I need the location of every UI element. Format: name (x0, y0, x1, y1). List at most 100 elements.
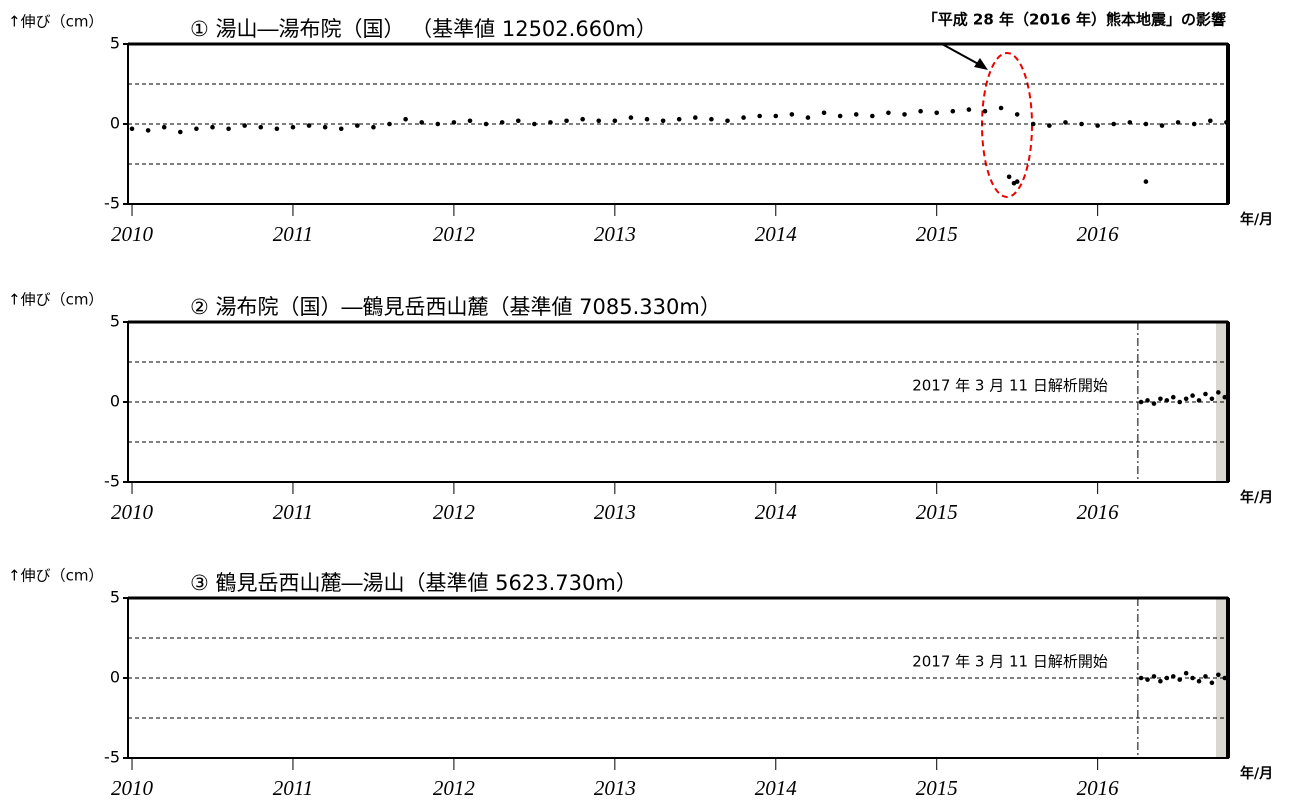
data-point (709, 116, 714, 122)
data-point (1143, 179, 1149, 184)
x-tick-label: 2011 (273, 776, 313, 800)
data-point (548, 120, 553, 125)
x-tick-label: 2010 (111, 776, 154, 800)
data-point (773, 113, 779, 119)
data-point (998, 105, 1004, 111)
data-point (934, 110, 940, 116)
data-point (403, 116, 408, 122)
data-point (435, 121, 441, 127)
data-point (1164, 675, 1170, 681)
x-tick-label: 2016 (1077, 776, 1120, 800)
data-point (1014, 179, 1020, 184)
x-unit-label: 年/月 (1240, 765, 1273, 782)
data-point (1111, 121, 1117, 127)
data-point (1216, 672, 1221, 678)
x-unit-label: 年/月 (1240, 489, 1273, 506)
data-point (306, 123, 312, 128)
data-point (1079, 121, 1084, 127)
chart-title: ② 湯布院（国）―鶴見岳西山麓（基準値 7085.330m） (190, 295, 721, 319)
data-point (660, 118, 666, 124)
x-tick-label: 2014 (755, 500, 798, 524)
data-point (950, 108, 956, 114)
data-point (1190, 393, 1195, 398)
data-point (676, 116, 682, 122)
data-point (467, 118, 473, 124)
data-point (483, 121, 489, 127)
y-tick-label: 5 (110, 34, 120, 53)
data-point (1095, 123, 1100, 128)
y-tick-label: 0 (110, 392, 120, 411)
y-axis-label: ↑伸び（cm） (8, 567, 103, 585)
data-point (853, 112, 859, 117)
data-point (564, 118, 569, 124)
chart-title: ③ 鶴見岳西山麓―湯山（基準値 5623.730m） (190, 571, 637, 595)
data-point (1183, 396, 1189, 402)
data-point (1222, 394, 1228, 400)
data-point (1151, 401, 1157, 406)
data-point (1196, 398, 1202, 403)
x-tick-label: 2011 (273, 222, 313, 246)
data-point (419, 120, 425, 125)
data-point (982, 108, 988, 114)
data-point (1203, 391, 1208, 397)
x-tick-label: 2010 (111, 500, 154, 524)
data-point (161, 124, 167, 130)
data-point (532, 121, 537, 127)
data-point (1063, 120, 1068, 125)
data-point (210, 124, 215, 130)
x-tick-label: 2015 (916, 222, 958, 246)
highlight-ellipse (981, 52, 1033, 198)
data-point (1047, 123, 1052, 128)
data-point (1014, 112, 1020, 117)
data-point (129, 126, 135, 132)
annotation: 2017 年 3 月 11 日解析開始 (912, 377, 1108, 395)
x-tick-label: 2014 (755, 222, 798, 246)
data-point (338, 126, 344, 132)
data-point (1209, 680, 1215, 686)
chart-title: ① 湯山―湯布院（国） （基準値 12502.660m） (190, 17, 657, 41)
data-point (886, 110, 891, 116)
data-point (644, 116, 650, 122)
data-point (1177, 399, 1183, 405)
data-point (966, 107, 972, 112)
data-point (1203, 674, 1208, 679)
data-point (1196, 678, 1202, 684)
y-axis-label: ↑伸び（cm） (8, 291, 103, 309)
data-point (1209, 396, 1215, 402)
x-tick-label: 2013 (594, 500, 636, 524)
x-tick-label: 2015 (916, 500, 958, 524)
data-point (1138, 399, 1144, 405)
data-point (1222, 675, 1228, 681)
y-tick-label: -5 (104, 194, 120, 213)
x-unit-label: 年/月 (1240, 211, 1273, 228)
data-point (515, 118, 521, 124)
data-point (290, 124, 296, 130)
data-point (789, 112, 795, 117)
x-tick-label: 2016 (1077, 222, 1120, 246)
data-point (612, 118, 618, 124)
data-point (628, 115, 634, 120)
data-point (499, 120, 505, 125)
data-point (1151, 674, 1157, 679)
data-point (870, 113, 875, 119)
data-point (741, 115, 746, 120)
data-point (242, 123, 247, 128)
x-tick-label: 2015 (916, 776, 958, 800)
data-point (194, 126, 199, 132)
x-tick-label: 2016 (1077, 500, 1120, 524)
data-point (1030, 121, 1036, 127)
data-point (1170, 394, 1176, 400)
x-tick-label: 2012 (433, 500, 476, 524)
data-point (1158, 678, 1163, 684)
data-point (1175, 120, 1181, 125)
annotation: 2017 年 3 月 11 日解析開始 (912, 653, 1108, 671)
data-point (821, 110, 827, 116)
x-tick-label: 2012 (433, 222, 476, 246)
arrow-head (974, 58, 988, 70)
data-point (1138, 675, 1144, 681)
data-point (1207, 118, 1213, 124)
data-point (451, 120, 457, 125)
data-point (1177, 677, 1183, 682)
data-point (805, 115, 811, 120)
data-point (1224, 120, 1229, 125)
